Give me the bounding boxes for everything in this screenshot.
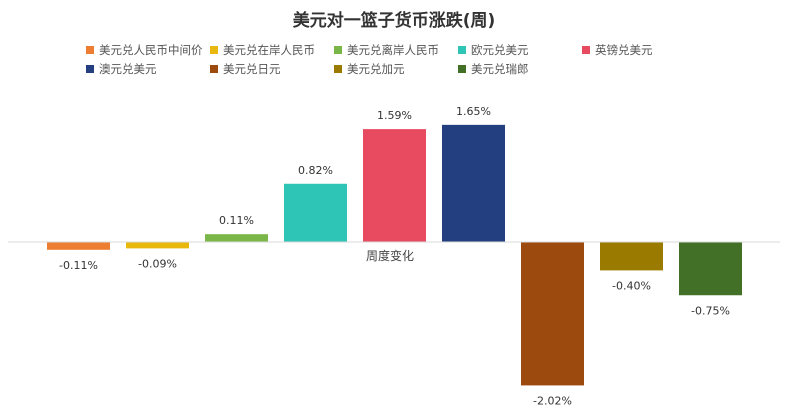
legend-label: 美元兑在岸人民币 (223, 42, 315, 57)
legend-item: 美元兑在岸人民币 (210, 42, 334, 57)
legend-item: 美元兑人民币中间价 (86, 42, 210, 57)
data-label: 1.59% (377, 109, 412, 122)
legend-item: 美元兑加元 (334, 61, 458, 76)
legend-swatch (210, 45, 218, 54)
data-label: -0.09% (138, 257, 177, 270)
x-axis-label: 周度变化 (366, 248, 414, 263)
chart-title: 美元对一篮子货币涨跌(周) (292, 11, 496, 31)
bar (442, 124, 505, 242)
bar (47, 242, 110, 250)
legend-swatch (334, 45, 342, 54)
legend-swatch (458, 45, 466, 54)
data-label: -2.02% (533, 394, 572, 407)
legend-label: 欧元兑美元 (471, 42, 529, 57)
bar (679, 242, 742, 296)
legend-swatch (86, 45, 94, 54)
data-label: -0.40% (612, 279, 651, 292)
bar (126, 242, 189, 249)
bar (521, 242, 584, 386)
legend-label: 英镑兑美元 (595, 42, 653, 57)
bar (205, 234, 268, 242)
legend-label: 美元兑人民币中间价 (99, 42, 203, 57)
legend-swatch (582, 45, 590, 54)
legend-item: 英镑兑美元 (582, 42, 722, 57)
bar (363, 129, 426, 242)
data-label: -0.75% (691, 304, 730, 317)
legend-label: 美元兑离岸人民币 (347, 42, 439, 57)
legend-swatch (458, 64, 466, 73)
chart-legend: 美元兑人民币中间价 美元兑在岸人民币 美元兑离岸人民币 欧元兑美元 英镑兑美元澳元兑美元… (86, 42, 726, 76)
legend-label: 美元兑日元 (223, 61, 281, 76)
legend-item: 欧元兑美元 (458, 42, 582, 57)
legend-item: 澳元兑美元 (86, 61, 210, 76)
legend-swatch (210, 64, 218, 73)
legend-item: 美元兑日元 (210, 61, 334, 76)
legend-item: 美元兑瑞郎 (458, 61, 582, 76)
bar (284, 183, 347, 242)
legend-swatch (334, 64, 342, 73)
legend-label: 澳元兑美元 (99, 61, 157, 76)
data-label: 0.82% (298, 164, 333, 177)
legend-label: 美元兑瑞郎 (471, 61, 529, 76)
data-label: 1.65% (456, 105, 491, 118)
bar (600, 242, 663, 271)
legend-swatch (86, 64, 94, 73)
legend-item: 美元兑离岸人民币 (334, 42, 458, 57)
data-label: -0.11% (59, 259, 98, 272)
data-label: 0.11% (219, 214, 254, 227)
legend-label: 美元兑加元 (347, 61, 405, 76)
